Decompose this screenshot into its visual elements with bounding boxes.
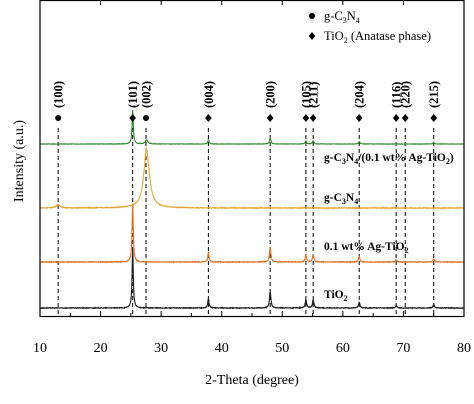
series-label-0: g-C3N4/(0.1 wt% Ag-TiO2) <box>324 152 454 166</box>
series-label-3: TiO2 <box>324 289 348 303</box>
legend-label-1-part: TiO <box>324 29 344 43</box>
plane-marker-circle <box>143 115 149 121</box>
legend-label-0-part: N <box>347 9 356 23</box>
x-axis-title: 2-Theta (degree) <box>205 373 299 388</box>
legend-label-1: TiO2 (Anatase phase) <box>324 29 431 45</box>
series-label-2-part: 0.1 wt% Ag-TiO <box>324 241 405 253</box>
x-tick-label: 40 <box>215 341 229 356</box>
x-tick-label: 10 <box>33 341 47 356</box>
series-group <box>39 110 465 310</box>
plane-marker-diamond <box>205 114 212 122</box>
series-label-3-part: TiO <box>324 289 344 301</box>
series-label-2: 0.1 wt% Ag-TiO2 <box>324 241 409 255</box>
reference-lines <box>57 128 435 316</box>
series-line <box>39 147 465 210</box>
legend-label-1-part: 2 <box>344 36 348 45</box>
plane-marker-diamond <box>430 114 438 122</box>
series-label-3-part: 2 <box>344 294 348 303</box>
series-label-0-part: /(0.1 wt% Ag-TiO <box>357 152 446 164</box>
series-label-1-part: N <box>346 192 355 204</box>
plane-label: (211) <box>307 82 321 108</box>
legend-marker-diamond <box>308 32 316 40</box>
x-tick-label: 50 <box>275 341 289 356</box>
plane-label: (100) <box>52 81 66 108</box>
series-label-2-part: 2 <box>405 246 409 255</box>
series-line <box>39 203 465 264</box>
x-tick-label: 60 <box>336 341 350 356</box>
plane-label: (116) <box>390 82 404 108</box>
legend-label-0: g-C3N4 <box>324 9 360 25</box>
series-label-0-part: N <box>346 152 355 164</box>
series-label-0-part: ) <box>450 152 454 164</box>
legend-label-1-part: (Anatase phase) <box>348 29 431 43</box>
series-label-0-part: 2 <box>446 157 450 166</box>
series-line <box>39 250 465 310</box>
series-label-0-part: g-C <box>324 152 342 164</box>
plane-marker-diamond <box>401 114 409 122</box>
plane-marker-diamond <box>266 114 274 122</box>
legend-label-0-part: 4 <box>356 16 360 25</box>
plane-marker-diamond <box>355 114 363 122</box>
plane-marker-diamond <box>302 114 310 122</box>
series-label-0-part: 4 <box>354 157 358 166</box>
plane-marker-diamond <box>129 114 136 122</box>
plane-label: (101) <box>126 81 140 108</box>
plane-label: (204) <box>353 81 367 108</box>
x-tick-label: 70 <box>396 341 410 356</box>
plane-label: (002) <box>140 81 154 108</box>
plane-marker-circle <box>55 115 62 121</box>
plot-frame <box>39 0 465 318</box>
plane-label: (004) <box>202 81 216 108</box>
x-tick-label: 80 <box>457 341 471 356</box>
series-label-1: g-C3N4 <box>324 192 358 206</box>
series-label-1-part: 4 <box>354 197 358 206</box>
plane-label: (220) <box>399 81 413 108</box>
legend: g-C3N4 TiO2 (Anatase phase) <box>308 9 431 45</box>
series-label-0-part: 3 <box>342 157 346 166</box>
plane-label: (105) <box>299 81 313 108</box>
x-tick-label: 30 <box>154 341 168 356</box>
x-axis-ticks: 10 20 30 40 50 60 70 80 <box>33 0 471 356</box>
plane-label: (200) <box>264 81 278 108</box>
plane-label: (215) <box>427 81 441 108</box>
legend-marker-circle <box>309 13 315 19</box>
y-axis-title: Intensity (a.u.) <box>12 120 27 202</box>
legend-label-0-part: g-C <box>324 9 343 23</box>
series-label-1-part: g-C <box>324 192 342 204</box>
plane-markers: (100) (101) (002) (004) (200) (105)(211) (204)… <box>52 81 441 122</box>
plane-marker-diamond <box>392 114 400 122</box>
legend-label-0-part: 3 <box>343 16 347 25</box>
plane-marker-diamond <box>309 114 317 122</box>
series-label-1-part: 3 <box>342 197 346 206</box>
series-line <box>39 110 465 146</box>
x-tick-label: 20 <box>94 341 108 356</box>
